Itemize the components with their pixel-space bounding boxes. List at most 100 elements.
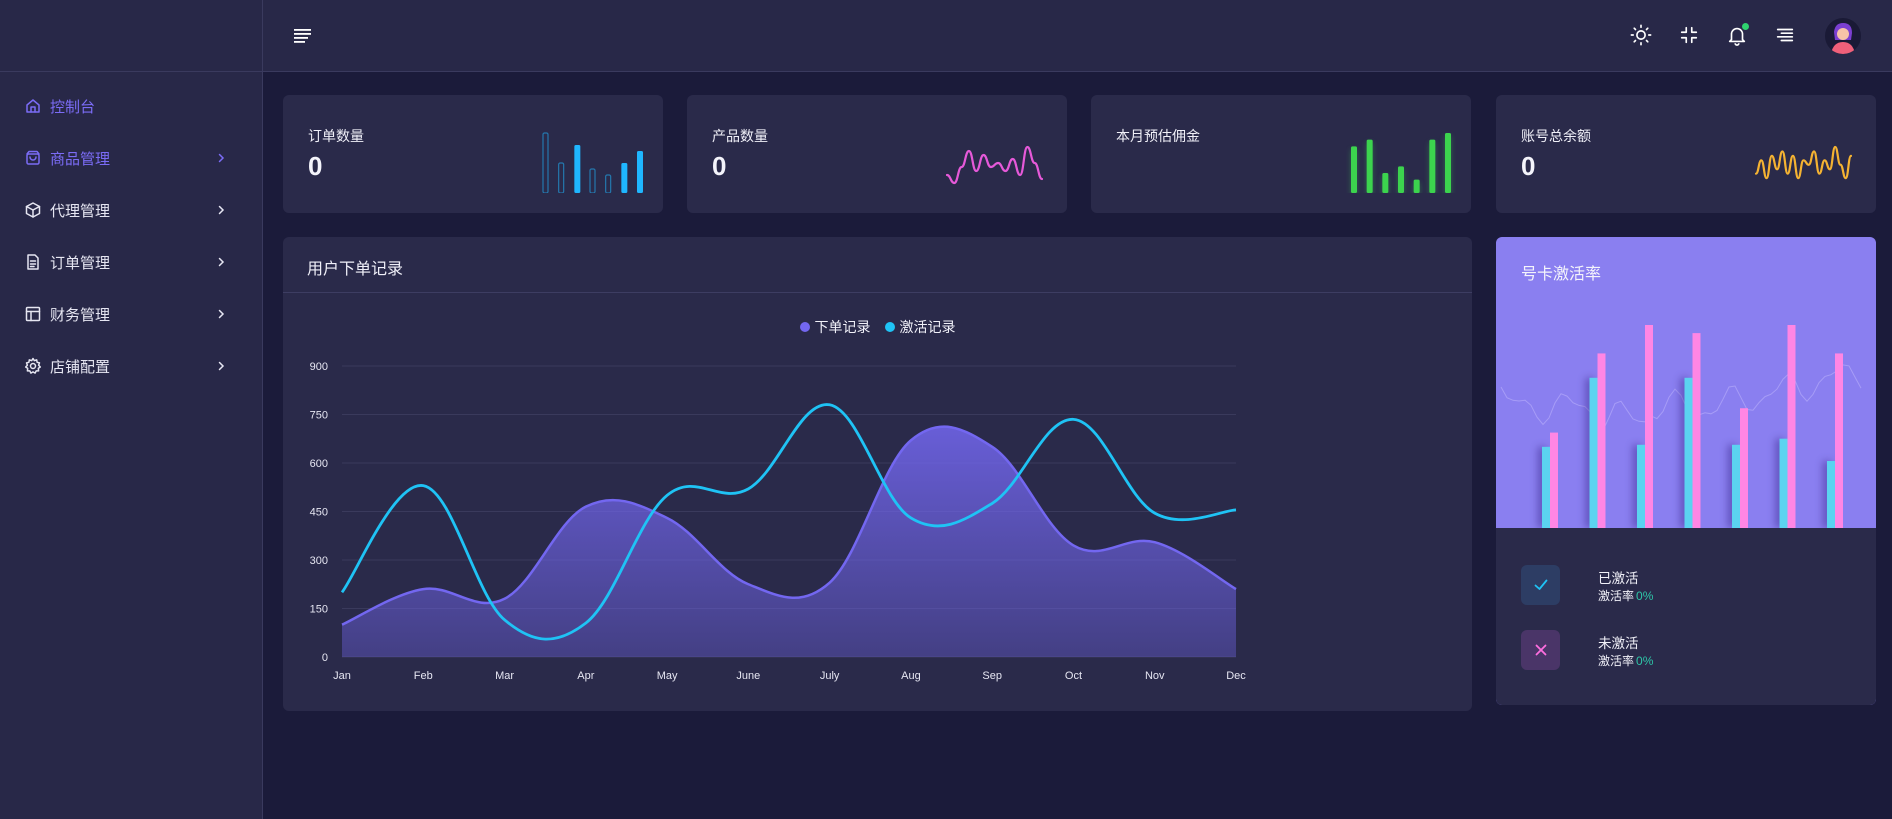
- bell-icon[interactable]: [1726, 23, 1749, 46]
- not-activated-rate-value: 0%: [1636, 654, 1654, 668]
- spark-line: [1754, 145, 1853, 180]
- stat-card-1: 订单数量 0: [283, 95, 663, 213]
- order-records-chart: 0 150 300 450 600 750 900 Jan Feb Mar Apr May June Ju…: [310, 361, 1247, 682]
- not-activated-label: 未激活: [1598, 636, 1639, 651]
- x-tick-label: Sep: [982, 670, 1002, 682]
- stat-value: 0: [308, 151, 323, 181]
- y-tick-label: 0: [322, 652, 328, 664]
- x-tick-label: July: [820, 670, 840, 682]
- x-tick-label: Mar: [495, 670, 514, 682]
- x-tick-label: May: [657, 670, 678, 682]
- trend-line: [1500, 364, 1862, 432]
- spark-bar: [1351, 146, 1357, 193]
- y-tick-label: 900: [310, 361, 328, 373]
- check-icon: [1534, 579, 1547, 590]
- sidebar-item-label: 控制台: [50, 98, 96, 116]
- activation-bar-chart: [1500, 325, 1862, 528]
- spark-bar: [1366, 139, 1373, 193]
- panel-title: 用户下单记录: [307, 261, 404, 278]
- stat-label: 产品数量: [712, 128, 768, 144]
- gear-icon: [24, 357, 42, 375]
- spark-bar: [605, 174, 612, 193]
- not-activated-icon-box: [1521, 630, 1560, 670]
- align-right-icon[interactable]: [1774, 24, 1796, 46]
- series-line-orders: [341, 425, 1237, 626]
- spark-bar: [574, 145, 581, 193]
- chevron-right-icon: [216, 309, 226, 319]
- sidebar: 控制台商品管理代理管理订单管理 财务管理 店铺配置: [0, 0, 263, 819]
- sidebar-item-6[interactable]: 店铺配置: [0, 340, 262, 392]
- x-tick-label: June: [736, 670, 760, 682]
- y-tick-label: 300: [310, 555, 328, 567]
- sidebar-item-label: 代理管理: [50, 202, 111, 220]
- series-area-orders: [342, 426, 1236, 657]
- sidebar-item-2[interactable]: 商品管理: [0, 132, 262, 184]
- stat-label: 账号总余额: [1521, 128, 1591, 144]
- activation-title: 号卡激活率: [1521, 266, 1602, 283]
- activated-item: 已激活 激活率 0%: [1521, 565, 1821, 609]
- spark-bar: [542, 132, 549, 193]
- x-tick-label: Nov: [1145, 670, 1165, 682]
- x-tick-label: Jan: [333, 670, 351, 682]
- sidebar-item-5[interactable]: 财务管理: [0, 288, 262, 340]
- activation-bar-b: [1787, 325, 1796, 528]
- legend-item[interactable]: 激活记录: [884, 317, 956, 337]
- activation-bar-b: [1740, 408, 1748, 528]
- spark-bar: [1398, 166, 1404, 193]
- y-tick-label: 600: [310, 458, 328, 470]
- activated-icon-box: [1521, 565, 1560, 605]
- activation-bar-a: [1542, 446, 1550, 528]
- activation-bar-b: [1692, 333, 1701, 528]
- avatar[interactable]: [1825, 18, 1861, 54]
- home-icon: [24, 97, 42, 115]
- order-records-panel: 用户下单记录 下单记录 激活记录 0 150 300 450 600 750 900 Jan Fe…: [283, 237, 1472, 711]
- stat-label: 订单数量: [308, 128, 364, 144]
- stat-sparkline: [542, 132, 643, 193]
- close-icon: [1535, 644, 1546, 656]
- stat-sparkline: [1754, 145, 1853, 180]
- menu-icon[interactable]: [293, 26, 313, 44]
- activation-bar-a: [1732, 444, 1740, 528]
- activation-bar-a: [1637, 444, 1645, 528]
- spark-bar: [589, 168, 596, 193]
- spark-bar: [1429, 139, 1436, 193]
- series-line-activations: [340, 403, 1237, 641]
- spark-bar: [558, 162, 565, 193]
- stat-card-2: 产品数量 0: [687, 95, 1067, 213]
- y-tick-label: 150: [310, 604, 328, 616]
- notification-dot: [1742, 23, 1749, 30]
- sidebar-item-4[interactable]: 订单管理: [0, 236, 262, 288]
- shopping-bag-icon: [24, 149, 42, 167]
- spark-bar: [621, 163, 628, 193]
- document-icon: [24, 253, 42, 271]
- layout-icon: [24, 305, 42, 323]
- chart-legend: 下单记录 激活记录: [283, 317, 1472, 337]
- x-tick-label: Oct: [1065, 670, 1082, 682]
- stat-label: 本月预估佣金: [1116, 128, 1200, 144]
- stat-card-4: 账号总余额 0: [1496, 95, 1876, 213]
- activated-rate-value: 0%: [1636, 589, 1654, 603]
- activation-bar-a: [1827, 461, 1835, 528]
- box-icon: [24, 201, 42, 219]
- x-tick-label: Dec: [1226, 670, 1246, 682]
- not-activated-rate: 激活率 0%: [1598, 654, 1654, 668]
- activation-bar-a: [1684, 377, 1693, 528]
- stat-value: 0: [712, 151, 727, 181]
- stat-value: 0: [1521, 151, 1536, 181]
- legend-swatch: [884, 322, 895, 332]
- sidebar-item-3[interactable]: 代理管理: [0, 184, 262, 236]
- y-tick-label: 450: [310, 507, 328, 519]
- legend-item[interactable]: 下单记录: [799, 317, 871, 337]
- chevron-right-icon: [216, 361, 226, 371]
- sun-icon[interactable]: [1630, 24, 1652, 46]
- compress-icon[interactable]: [1678, 24, 1700, 46]
- divider: [283, 292, 1472, 293]
- spark-line: [945, 145, 1044, 185]
- chevron-right-icon: [216, 153, 226, 163]
- legend-label: 激活记录: [899, 319, 956, 335]
- activation-bar-b: [1835, 353, 1843, 528]
- legend-swatch: [799, 322, 810, 332]
- sidebar-item-1[interactable]: 控制台: [0, 80, 262, 132]
- stat-sparkline: [945, 145, 1044, 185]
- sidebar-brand-area: [0, 0, 262, 72]
